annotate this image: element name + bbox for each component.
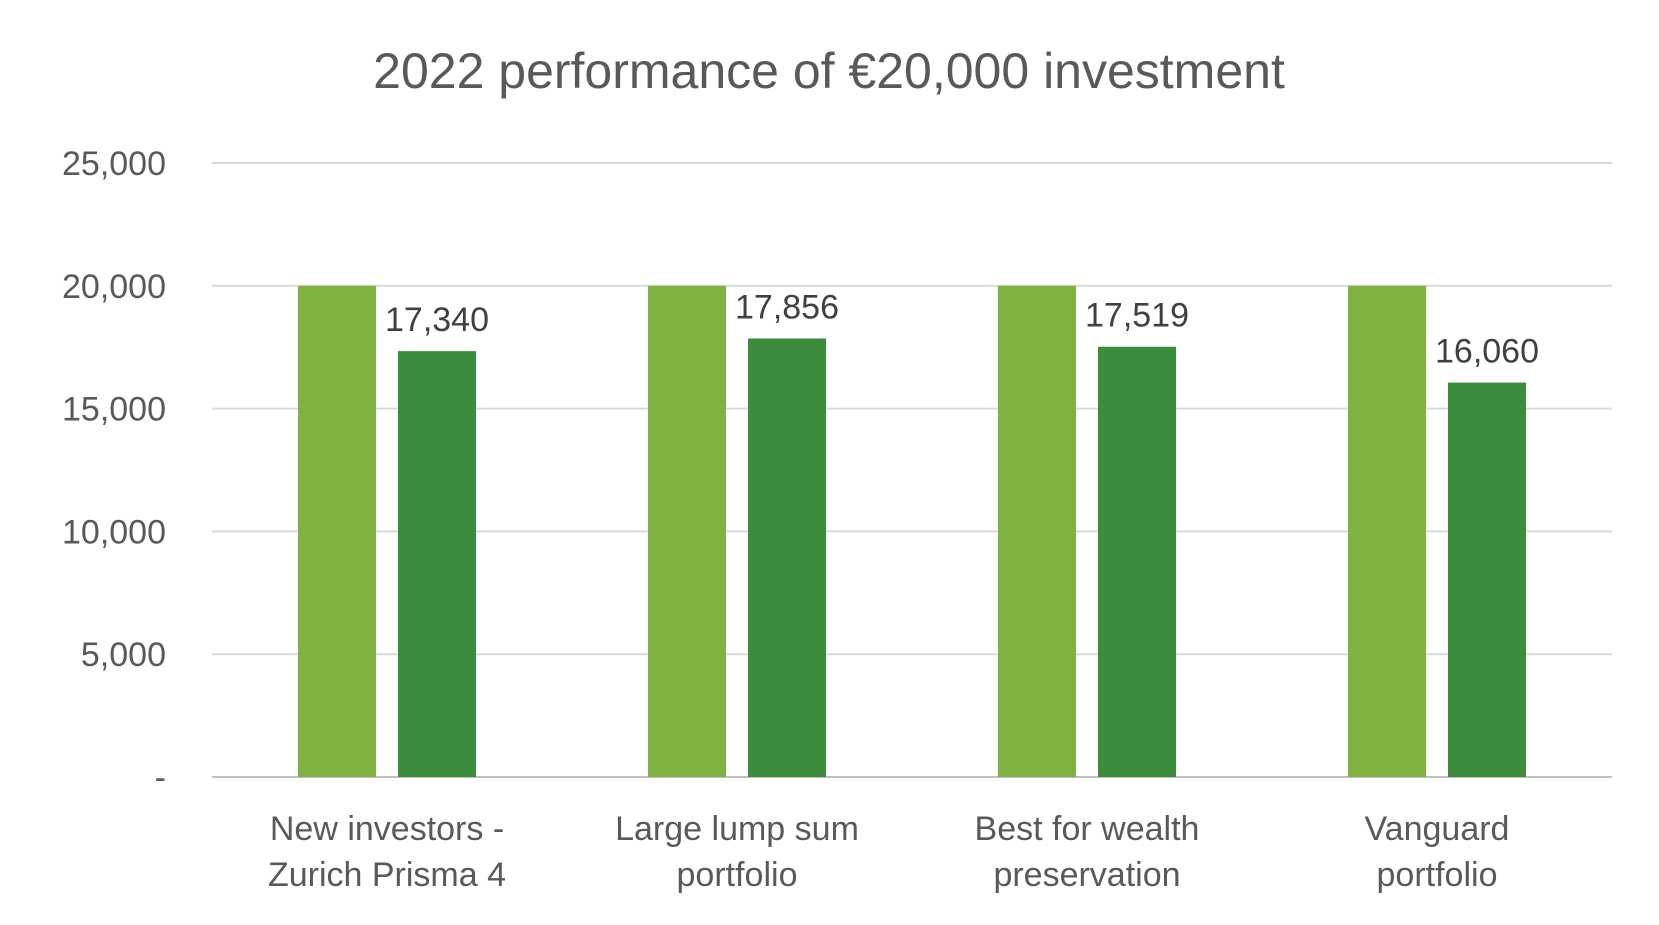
x-tick-label: preservation [993, 856, 1180, 894]
y-tick-label: - [155, 759, 166, 797]
y-tick-label: 5,000 [81, 636, 166, 674]
data-label: 16,060 [1435, 333, 1539, 371]
x-tick-label: Large lump sum [615, 810, 859, 848]
y-tick-label: 10,000 [62, 513, 166, 551]
x-tick-label: New investors - [270, 810, 504, 848]
bar-2-4 [1448, 382, 1526, 777]
x-tick-label: portfolio [1377, 856, 1498, 894]
x-tick-label: portfolio [677, 856, 798, 894]
x-tick-label: Vanguard [1365, 810, 1510, 848]
bar-1-2 [648, 285, 726, 777]
bar-1-4 [1348, 285, 1426, 777]
bar-2-2 [748, 338, 826, 777]
bar-1-1 [298, 285, 376, 777]
y-tick-label: 20,000 [62, 268, 166, 306]
data-label: 17,519 [1085, 297, 1189, 335]
x-tick-label: Best for wealth [975, 810, 1200, 848]
data-label: 17,340 [385, 301, 489, 339]
y-tick-label: 25,000 [62, 145, 166, 183]
x-tick-label: Zurich Prisma 4 [268, 856, 506, 894]
bar-1-3 [998, 285, 1076, 777]
y-axis-ticks: - 5,000 10,000 15,000 20,000 25,000 [62, 145, 166, 797]
y-tick-label: 15,000 [62, 391, 166, 429]
bar-2-3 [1098, 346, 1176, 777]
data-label: 17,856 [735, 288, 839, 326]
bars [298, 285, 1526, 777]
chart-title: 2022 performance of €20,000 investment [373, 43, 1285, 99]
bar-2-1 [398, 351, 476, 777]
x-axis-labels: New investors - Zurich Prisma 4 Large lump… [268, 810, 1510, 894]
data-labels: 17,340 17,856 17,519 16,060 [385, 288, 1539, 370]
